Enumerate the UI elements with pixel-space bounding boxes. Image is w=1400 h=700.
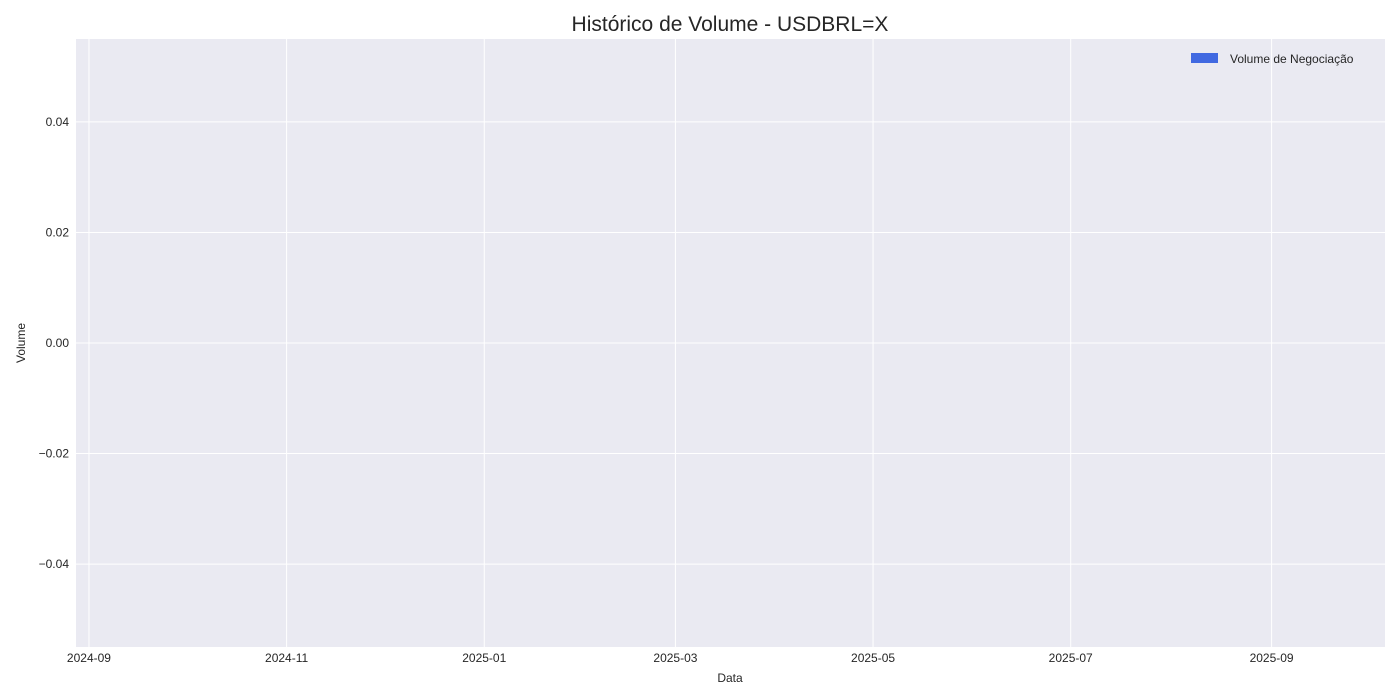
legend-label: Volume de Negociação	[1230, 52, 1354, 66]
y-tick-label: −0.04	[39, 557, 70, 571]
y-tick-labels: −0.04 −0.02 0.00 0.02 0.04	[39, 115, 70, 571]
x-tick-label: 2024-11	[265, 651, 308, 665]
y-tick-label: 0.02	[46, 225, 70, 239]
x-tick-label: 2025-09	[1250, 651, 1294, 665]
y-axis-label: Volume	[14, 323, 28, 363]
x-tick-label: 2025-01	[462, 651, 506, 665]
x-tick-label: 2025-05	[851, 651, 895, 665]
x-tick-labels: 2024-09 2024-11 2025-01 2025-03 2025-05 2025-…	[67, 651, 1294, 665]
x-tick-label: 2025-07	[1049, 651, 1093, 665]
legend-swatch	[1191, 53, 1218, 63]
y-tick-label: 0.04	[46, 115, 70, 129]
x-tick-label: 2024-09	[67, 651, 111, 665]
chart-title: Histórico de Volume - USDBRL=X	[572, 13, 889, 36]
legend: Volume de Negociação	[1191, 52, 1354, 66]
grid-lines	[76, 39, 1385, 647]
x-tick-label: 2025-03	[653, 651, 697, 665]
y-tick-label: −0.02	[39, 447, 70, 461]
x-axis-label: Data	[717, 671, 743, 685]
y-tick-label: 0.00	[46, 336, 70, 350]
